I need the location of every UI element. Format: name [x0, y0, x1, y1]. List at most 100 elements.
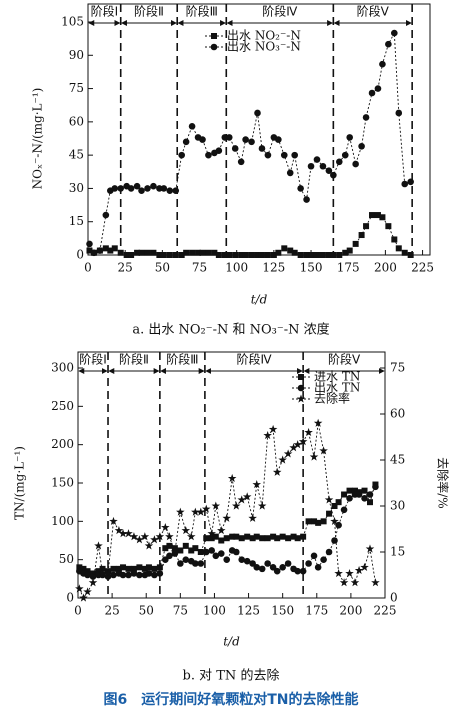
y2-tick-label: 75: [390, 361, 405, 375]
data-point: [189, 249, 196, 256]
data-point: [172, 187, 180, 194]
data-point: [138, 249, 145, 256]
data-point: [120, 564, 127, 571]
y-tick-label: 300: [51, 361, 74, 375]
data-point: [134, 249, 141, 256]
data-point: [207, 529, 216, 538]
data-point: [303, 252, 310, 258]
data-point: [111, 185, 119, 192]
data-point: [160, 185, 168, 192]
data-point: [114, 526, 124, 535]
y-tick-label: 0: [66, 591, 74, 605]
data-point: [339, 578, 349, 587]
x-tick-label: 150: [300, 261, 323, 275]
data-point: [182, 138, 190, 146]
data-point: [350, 578, 360, 587]
data-point: [280, 151, 288, 159]
data-point: [242, 252, 249, 258]
data-point: [186, 532, 196, 541]
data-point: [283, 449, 293, 458]
data-point: [307, 162, 315, 170]
data-point: [314, 564, 322, 571]
data-point: [223, 556, 231, 563]
data-point: [86, 240, 93, 248]
data-point: [115, 565, 122, 572]
data-point: [225, 134, 233, 141]
data-point: [331, 537, 338, 544]
x-tick-label: 200: [339, 604, 362, 618]
data-point: [140, 532, 150, 541]
y2-tick-label: 45: [390, 453, 405, 467]
data-point: [197, 560, 205, 567]
stage-label: 阶段Ⅲ: [186, 4, 218, 19]
data-point: [218, 537, 225, 544]
data-point: [76, 564, 83, 571]
data-point: [264, 252, 271, 258]
data-point: [229, 533, 236, 540]
data-point: [284, 560, 292, 567]
data-point: [335, 158, 343, 166]
data-point: [145, 564, 152, 571]
data-point: [372, 483, 379, 491]
data-point: [208, 535, 215, 542]
data-point: [178, 252, 185, 258]
data-point: [177, 560, 184, 567]
data-point: [253, 564, 261, 571]
data-point: [199, 249, 206, 256]
data-point: [298, 437, 308, 446]
data-point: [221, 252, 228, 258]
data-point: [345, 568, 354, 578]
y-axis-label: TN/(mg·L⁻¹): [13, 446, 27, 520]
y-tick-label: 105: [61, 15, 84, 29]
data-point: [212, 552, 220, 560]
x-axis-label: t/d: [223, 635, 240, 649]
data-point: [335, 521, 342, 529]
data-point: [107, 247, 114, 254]
data-point: [222, 513, 231, 522]
data-point: [151, 565, 158, 572]
data-point: [212, 533, 219, 540]
data-point: [319, 162, 327, 170]
y2-tick-label: 30: [390, 499, 405, 513]
x-tick-label: 0: [84, 261, 92, 275]
data-point: [102, 245, 109, 252]
data-point: [291, 249, 298, 256]
data-point: [258, 252, 265, 258]
data-point: [75, 584, 84, 593]
data-point: [192, 545, 199, 552]
data-point: [354, 565, 364, 575]
data-point: [279, 533, 286, 540]
data-point: [294, 567, 301, 575]
data-point: [366, 491, 374, 498]
x-tick-label: 25: [104, 604, 119, 618]
data-point: [281, 245, 288, 252]
data-point: [341, 151, 349, 159]
data-point: [311, 518, 318, 525]
data-point: [117, 249, 124, 256]
data-point: [223, 535, 230, 542]
data-point: [368, 89, 376, 97]
data-point: [166, 252, 173, 258]
data-point: [291, 151, 298, 159]
y-tick-label: 100: [51, 514, 74, 528]
y-tick-label: 15: [69, 214, 84, 228]
data-point: [226, 252, 233, 258]
data-point: [362, 114, 370, 121]
stage-label: 阶段Ⅱ: [134, 4, 164, 19]
y2-tick-label: 60: [390, 407, 405, 421]
data-point: [363, 223, 370, 230]
data-point: [96, 247, 104, 254]
data-point: [144, 541, 154, 550]
data-point: [89, 573, 97, 580]
data-point: [309, 452, 319, 461]
data-point: [371, 578, 380, 587]
data-point: [320, 556, 327, 563]
y-tick-label: 250: [51, 399, 74, 413]
y-tick-label: 50: [59, 552, 74, 566]
data-point: [150, 535, 159, 544]
data-point: [374, 85, 382, 92]
data-point: [84, 571, 91, 579]
data-point: [233, 533, 240, 540]
y-axis-label: NOₓ⁻-N/(mg·L⁻¹): [31, 88, 45, 190]
